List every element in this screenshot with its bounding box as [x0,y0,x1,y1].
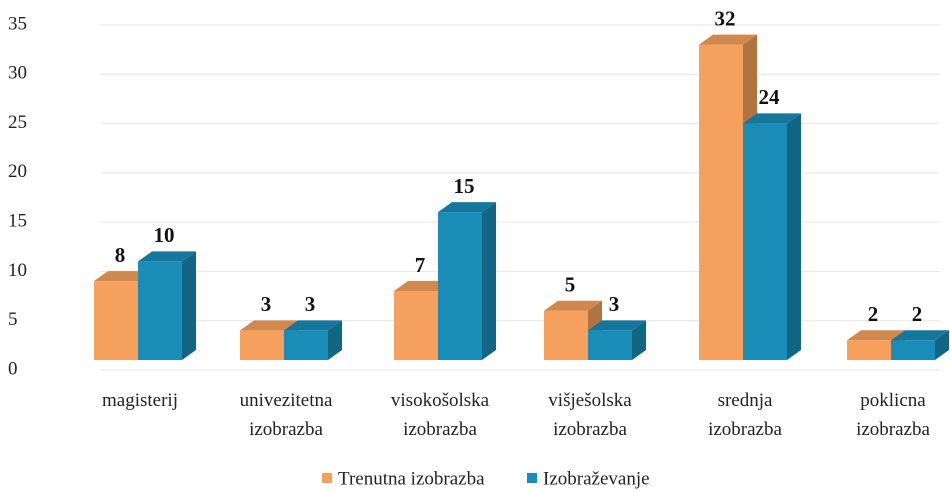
value-label: 7 [415,253,426,277]
y-tick-label: 25 [8,112,27,133]
legend-label: Trenutna izobrazba [338,468,485,489]
value-label: 3 [261,292,272,316]
legend-swatch [322,473,332,483]
bar-front [94,281,138,360]
x-tick-label: višješolska izobrazba [548,390,632,440]
y-tick-label: 30 [8,63,27,84]
y-tick-label: 20 [8,161,27,182]
bar-top [94,271,152,282]
bar-front [394,291,438,360]
bar-top [588,320,646,331]
bar-top [240,320,298,331]
bar-top [138,251,196,262]
x-tick-label: poklicna izobrazba [856,390,930,440]
bar-top [284,320,342,331]
y-tick-label: 0 [8,358,18,379]
value-label: 32 [715,6,736,30]
bar [438,202,496,360]
bar-front [743,123,787,360]
value-label: 10 [154,223,175,247]
bar [743,113,801,360]
bar-front [284,330,328,360]
bar-top [544,300,602,311]
bar-front [699,44,743,360]
value-label: 2 [912,302,923,326]
bar-top [394,281,452,291]
bar-top [847,330,905,341]
y-tick-label: 15 [8,211,27,232]
value-label: 3 [305,292,316,316]
bar-top [438,202,496,213]
value-label: 5 [565,273,576,297]
value-label: 24 [759,85,781,109]
value-label: 2 [868,302,879,326]
bar-front [847,340,891,360]
bar [138,251,196,360]
value-label: 8 [115,243,126,267]
bar [284,320,342,360]
x-tick-label: visokošolska izobrazba [391,390,490,440]
bar-front [138,261,182,360]
bar-top [891,330,949,341]
y-tick-label: 10 [8,260,27,281]
bar-front [891,340,935,360]
legend-swatch [527,473,537,483]
bar-side [935,330,949,360]
bar-side [482,202,496,360]
bar-front [544,310,588,360]
bar [891,330,949,360]
bar-side [328,320,342,360]
bar-side [182,251,196,360]
legend-label: Izobraževanje [543,468,650,489]
x-tick-label: magisterij [102,390,178,411]
bar-side [787,113,801,360]
bar-front [240,330,284,360]
bar [588,320,646,360]
y-tick-label: 5 [8,309,18,330]
bar-front [438,212,482,360]
x-tick-label: srednja izobrazba [708,390,782,440]
value-label: 15 [454,174,475,198]
y-tick-label: 35 [8,13,27,34]
bar-front [588,330,632,360]
value-label: 3 [609,292,620,316]
bar-top [699,34,757,45]
x-tick-label: univezitetna izobrazba [240,390,333,440]
bar-top [743,113,801,124]
bar-side [632,320,646,360]
